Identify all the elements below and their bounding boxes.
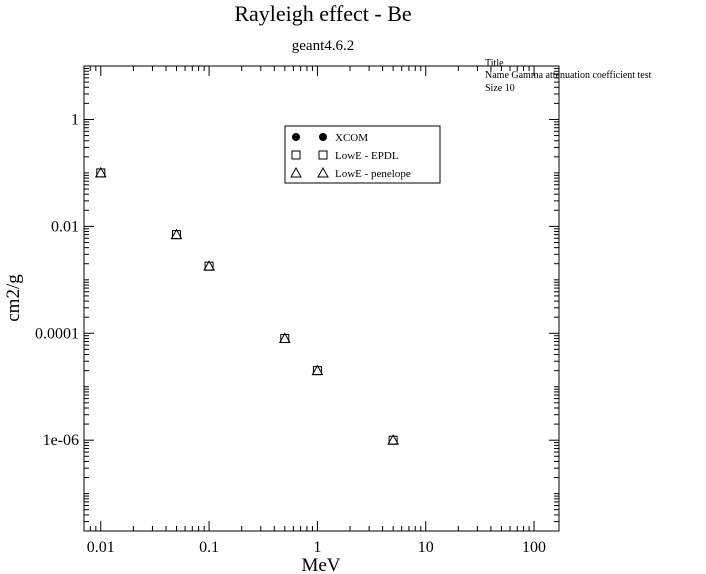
x-tick-label: 0.1: [199, 539, 219, 556]
y-tick-labels: 1e-06 0.0001 0.01 1: [35, 111, 79, 449]
y-tick-label: 0.0001: [35, 325, 79, 342]
legend-symbol: [318, 150, 328, 160]
legend-box: [284, 125, 441, 184]
data-point-3: [311, 364, 324, 376]
side-note: Title Name Gamma attenuation coefficient…: [485, 58, 652, 94]
side-note-line2: Name Gamma attenuation coefficient test: [485, 70, 652, 81]
y-axis-label: cm2/g: [3, 274, 24, 322]
side-note-line3: Size 10: [485, 83, 515, 94]
legend-symbol: [292, 133, 300, 141]
x-tick-label: 10: [418, 539, 434, 556]
legend-symbol: [317, 166, 329, 178]
chart-title: Rayleigh effect - Be: [234, 1, 411, 26]
data-point-3: [278, 332, 291, 343]
y-tick-label: 1e-06: [43, 432, 79, 449]
data-point-3: [203, 260, 215, 271]
chart-subtitle: geant4.6.2: [292, 38, 354, 54]
legend-symbols: [290, 133, 329, 178]
side-note-line1: Title: [485, 58, 504, 69]
legend-label-xcom: XCOM: [335, 132, 368, 144]
data-points: [94, 166, 399, 445]
legend-symbol: [319, 133, 327, 141]
y-tick-label: 0.01: [51, 218, 79, 235]
legend-symbol: [291, 150, 301, 160]
plot-frame: [83, 65, 560, 532]
legend-label-epdl: LowE - EPDL: [335, 150, 399, 162]
legend-label-penelope: LowE - penelope: [335, 168, 411, 180]
legend-symbol: [290, 166, 302, 178]
x-tick-label: 1: [313, 539, 321, 556]
y-tick-label: 1: [71, 111, 79, 128]
x-tick-label: 0.01: [87, 539, 115, 556]
x-tick-labels: 0.01 0.1 1 10 100: [87, 539, 546, 556]
data-point-3: [94, 166, 107, 178]
data-point-3: [387, 434, 399, 445]
x-axis-label: MeV: [301, 555, 340, 574]
axis-ticks: [83, 65, 559, 532]
legend: XCOM LowE - EPDL LowE - penelope: [284, 125, 441, 184]
data-point-3: [170, 228, 183, 240]
x-tick-label: 100: [522, 539, 546, 556]
